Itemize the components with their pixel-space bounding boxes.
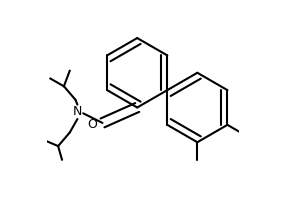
Text: N: N [73,105,82,118]
Text: O: O [87,118,97,131]
